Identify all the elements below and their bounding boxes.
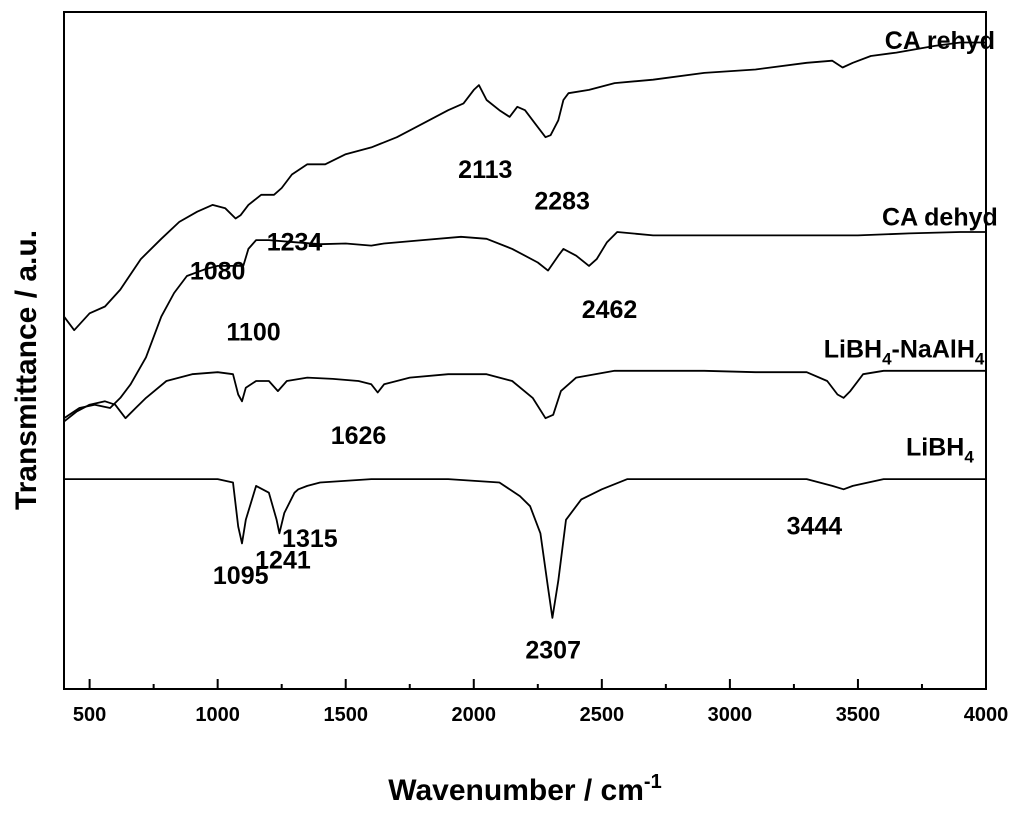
series-label-text: CA dehyd xyxy=(882,203,998,231)
x-tick-label: 3000 xyxy=(708,704,753,726)
series-line-libh4-naalh4 xyxy=(63,369,986,423)
series-label-text: LiBH xyxy=(824,335,882,363)
peak-annotation: 1241 xyxy=(255,546,311,574)
series-label-subscript: 4 xyxy=(964,447,974,466)
series-label-subscript-2: 4 xyxy=(975,349,985,368)
plot-frame xyxy=(63,11,987,690)
series-label-ca-dehyd: CA dehyd xyxy=(882,203,998,231)
x-tick-label: 4000 xyxy=(964,704,1009,726)
series-label-subscript: 4 xyxy=(882,349,892,368)
x-tick-label: 1500 xyxy=(323,704,368,726)
peak-annotation: 1080 xyxy=(190,257,246,285)
series-line-ca-rehyd xyxy=(63,41,986,332)
series-line-ca-dehyd xyxy=(63,231,986,419)
x-tick-label: 500 xyxy=(73,704,106,726)
peak-annotation: 1626 xyxy=(331,422,387,450)
peak-annotation: 2462 xyxy=(582,296,638,324)
x-tick-label: 1000 xyxy=(195,704,240,726)
x-axis-ticks: 500 1000 1500 2000 2500 3000 3500 4000 xyxy=(73,679,1008,726)
peak-annotation: 2307 xyxy=(525,637,581,665)
x-tick-label: 3500 xyxy=(836,704,881,726)
peak-annotation: 3444 xyxy=(787,513,843,541)
x-axis-title-superscript: -1 xyxy=(644,771,662,793)
x-tick-label: 2000 xyxy=(452,704,497,726)
x-axis-title: Wavenumber / cm-1 xyxy=(388,771,661,807)
annotation-layer: 2113 2283 1080 1234 1100 2462 1626 109512411315… xyxy=(190,156,842,665)
x-axis-title-text: Wavenumber / cm xyxy=(388,774,644,807)
series-label-ca-rehyd: CA rehyd xyxy=(885,27,995,55)
series-label-text: CA rehyd xyxy=(885,27,995,55)
y-axis-title: Transmittance / a.u. xyxy=(10,230,43,510)
x-tick-label: 2500 xyxy=(580,704,625,726)
series-label-libh4: LiBH4 xyxy=(906,433,974,466)
series-line-libh4 xyxy=(64,478,986,619)
peak-annotation: 2113 xyxy=(458,156,512,184)
peak-annotation: 1234 xyxy=(267,228,323,256)
peak-annotation: 2283 xyxy=(534,188,590,216)
peak-annotation: 1100 xyxy=(226,318,280,346)
peak-annotation: 1315 xyxy=(282,525,338,553)
series-label-text-2: -NaAlH xyxy=(892,335,975,363)
series-label-text: LiBH xyxy=(906,433,964,461)
series-label-libh4-naalh4: LiBH4-NaAlH4 xyxy=(824,335,985,368)
peak-annotation: 1095 xyxy=(213,562,269,590)
